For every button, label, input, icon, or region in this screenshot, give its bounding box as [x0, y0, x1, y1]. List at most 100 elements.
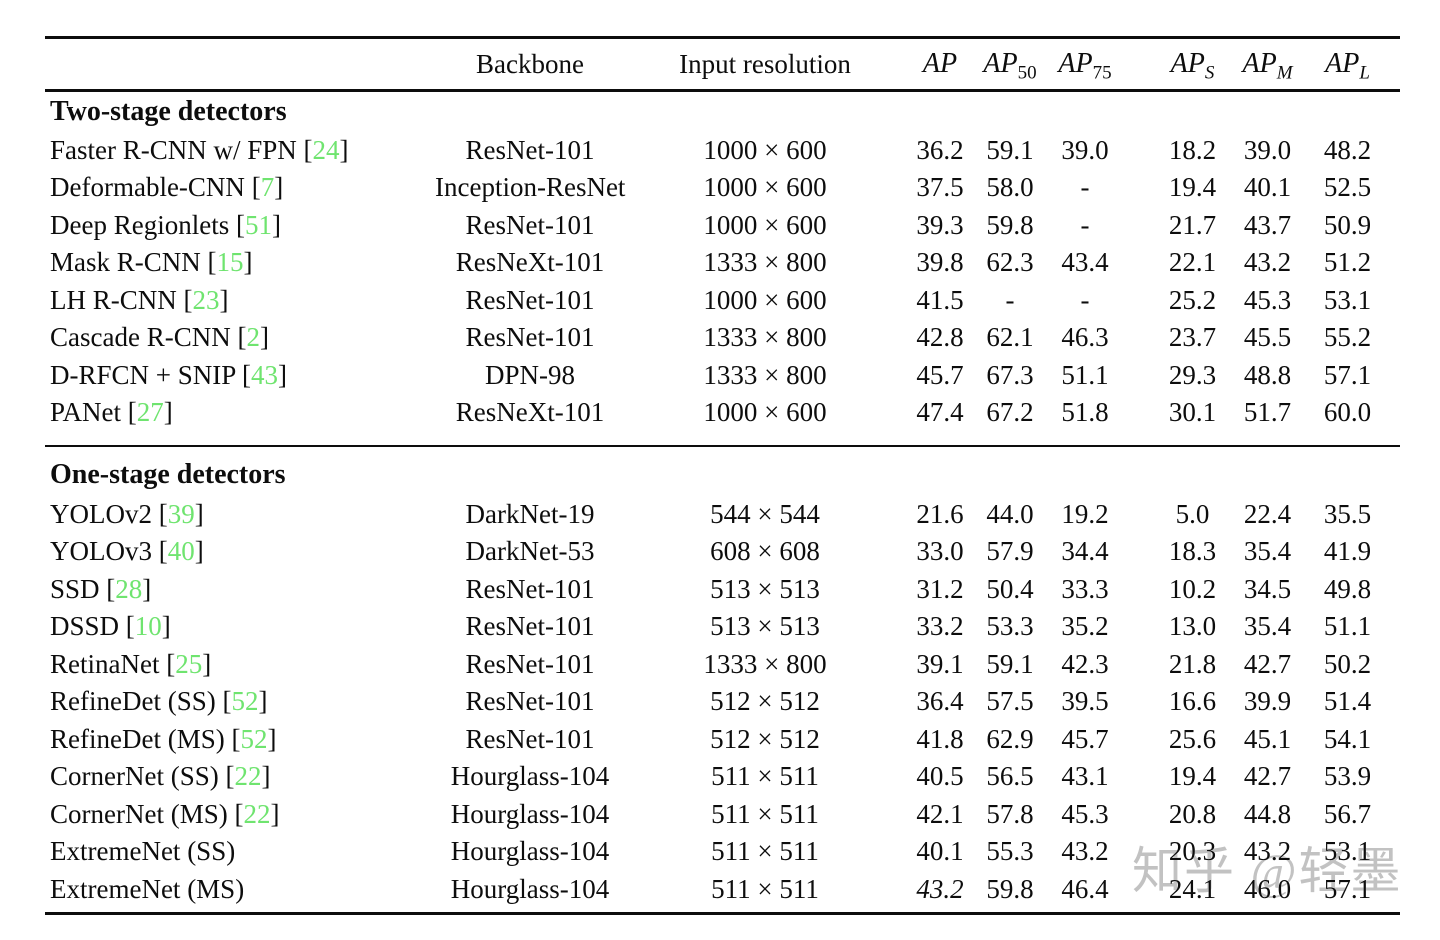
- metric-value: 35.2: [1061, 611, 1109, 642]
- metric-value: 54.1: [1323, 723, 1372, 754]
- ap-label: AP: [922, 48, 958, 79]
- metric-value: 40.1: [1243, 172, 1292, 203]
- metric-value: 42.3: [1061, 648, 1109, 679]
- citation-ref: 2: [246, 322, 260, 353]
- metric-value: 25.2: [1168, 284, 1217, 315]
- method-cell: DSSD [10]: [50, 611, 171, 642]
- method-cell: Cascade R-CNN [2]: [50, 322, 269, 353]
- backbone-cell: Hourglass-104: [450, 761, 610, 792]
- metric-value: 43.4: [1061, 247, 1109, 278]
- citation-ref: 43: [251, 359, 279, 390]
- method-cell: Deformable-CNN [7]: [50, 172, 284, 203]
- method-cell: CornerNet (SS) [22]: [50, 761, 271, 792]
- metric-value: 35.5: [1323, 498, 1372, 529]
- citation-ref: 22: [243, 798, 271, 829]
- metric-value: 50.2: [1323, 648, 1372, 679]
- metric-value: 62.9: [986, 723, 1034, 754]
- backbone-cell: Hourglass-104: [450, 798, 610, 829]
- citation-ref: 15: [216, 247, 244, 278]
- metric-value: -: [1005, 284, 1015, 315]
- method-cell: ExtremeNet (MS): [45, 873, 435, 904]
- metric-value: 45.7: [916, 359, 964, 390]
- metric-value: 39.1: [916, 648, 964, 679]
- metric-value: 45.5: [1243, 322, 1292, 353]
- metric-value: 56.5: [986, 761, 1034, 792]
- table-row: YOLOv3 [40] DarkNet-53 608 × 608 33.0 57.9 34…: [45, 533, 1400, 571]
- resolution-cell: 1333 × 800: [703, 359, 827, 390]
- metric-value: 18.2: [1168, 134, 1217, 165]
- metric-value: 18.3: [1168, 536, 1217, 567]
- metric-value: 53.1: [1323, 284, 1372, 315]
- apl-subscript: L: [1359, 62, 1370, 84]
- resolution-cell: 512 × 512: [710, 723, 820, 754]
- metric-value: 43.7: [1243, 209, 1292, 240]
- resolution-cell: 1333 × 800: [703, 648, 827, 679]
- section-title-0: Two-stage detectors: [45, 92, 1400, 132]
- metric-value: 43.2: [916, 873, 964, 904]
- metric-value: 24.1: [1168, 873, 1217, 904]
- metric-value: 67.3: [986, 359, 1034, 390]
- metric-value: 57.9: [986, 536, 1034, 567]
- aps-label: AP: [1170, 48, 1205, 79]
- metric-value: 48.2: [1323, 134, 1372, 165]
- resolution-cell: 511 × 511: [711, 836, 819, 867]
- citation-ref: 28: [115, 573, 143, 604]
- citation-ref: 10: [134, 611, 162, 642]
- column-header-apl: APL: [1305, 50, 1390, 83]
- ap75-label: AP: [1058, 48, 1093, 79]
- method-name: LH R-CNN: [50, 284, 177, 315]
- metric-value: 58.0: [986, 172, 1034, 203]
- method-name: CornerNet (MS): [50, 798, 228, 829]
- metric-value: 41.9: [1323, 536, 1372, 567]
- table-row: ExtremeNet (SS) Hourglass-104 511 × 511 40.…: [45, 833, 1400, 871]
- backbone-cell: ResNet-101: [465, 686, 595, 717]
- resolution-cell: 1000 × 600: [703, 397, 827, 428]
- method-cell: Faster R-CNN w/ FPN [24]: [50, 134, 349, 165]
- metric-value: 57.1: [1323, 359, 1372, 390]
- metric-value: 51.4: [1323, 686, 1372, 717]
- method-cell: RefineDet (MS) [52]: [50, 723, 277, 754]
- metric-value: 42.7: [1243, 761, 1292, 792]
- table-row: RefineDet (SS) [52] ResNet-101 512 × 512 36…: [45, 683, 1400, 721]
- metric-value: 47.4: [916, 397, 964, 428]
- citation-ref: 25: [175, 648, 203, 679]
- backbone-cell: DarkNet-19: [465, 498, 595, 529]
- method-name: Faster R-CNN w/ FPN: [50, 134, 297, 165]
- method-name: ExtremeNet (MS): [50, 873, 245, 904]
- method-name: Deformable-CNN: [50, 172, 245, 203]
- metric-value: 33.3: [1061, 573, 1109, 604]
- metric-value: 19.4: [1168, 761, 1217, 792]
- method-cell: ExtremeNet (SS): [45, 838, 435, 865]
- metric-value: 13.0: [1168, 611, 1217, 642]
- metric-value: 43.2: [1061, 836, 1109, 867]
- metric-value: 48.8: [1243, 359, 1292, 390]
- metric-value: 21.7: [1168, 209, 1217, 240]
- resolution-cell: 544 × 544: [710, 498, 820, 529]
- method-cell: LH R-CNN [23]: [50, 284, 229, 315]
- resolution-cell: 1333 × 800: [703, 247, 827, 278]
- method-cell: CornerNet (MS) [22]: [50, 798, 280, 829]
- metric-value: 49.8: [1323, 573, 1372, 604]
- table-row: CornerNet (SS) [22] Hourglass-104 511 × 51…: [45, 758, 1400, 796]
- metric-value: 42.7: [1243, 648, 1292, 679]
- backbone-cell: ResNeXt-101: [455, 247, 605, 278]
- section-block-0: Two-stage detectors Faster R-CNN w/ FPN […: [45, 92, 1400, 432]
- metric-value: 44.0: [986, 498, 1034, 529]
- metric-value: 36.4: [916, 686, 964, 717]
- method-cell: YOLOv3 [40]: [50, 536, 204, 567]
- section-title-label: Two-stage detectors: [50, 95, 287, 127]
- resolution-cell: 1000 × 600: [703, 209, 827, 240]
- method-name: YOLOv3: [50, 536, 152, 567]
- metric-value: 41.5: [916, 284, 964, 315]
- method-name: Mask R-CNN: [50, 247, 201, 278]
- metric-value: 46.0: [1243, 873, 1292, 904]
- method-cell: RetinaNet [25]: [50, 648, 212, 679]
- resolution-cell: 511 × 511: [711, 873, 819, 904]
- metric-value: 55.2: [1323, 322, 1372, 353]
- backbone-cell: ResNet-101: [465, 284, 595, 315]
- resolution-cell: 513 × 513: [710, 573, 820, 604]
- column-header-ap50: AP50: [975, 48, 1045, 83]
- ap50-label: AP: [983, 48, 1018, 79]
- resolution-cell: 513 × 513: [710, 611, 820, 642]
- metric-value: 40.5: [916, 761, 964, 792]
